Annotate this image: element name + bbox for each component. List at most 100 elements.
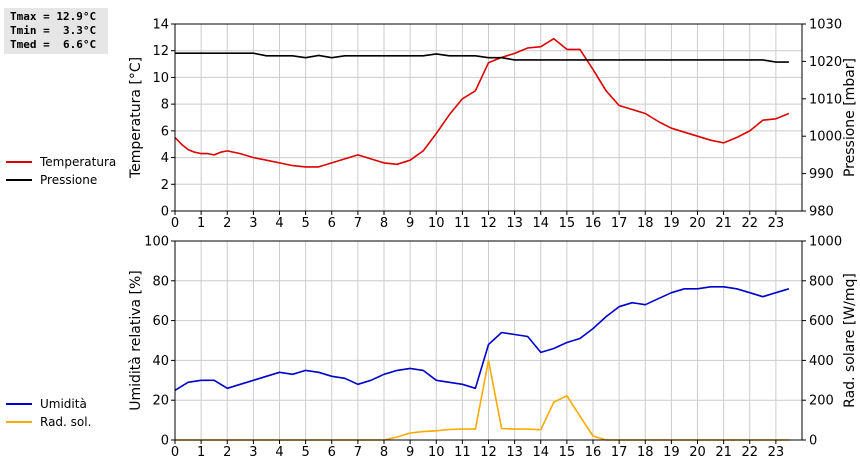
y-tick-label: 8 <box>161 98 169 113</box>
legend-label-temperatura: Temperatura <box>40 155 117 169</box>
legend-label-pressione: Pressione <box>40 173 98 187</box>
x-tick-label: 15 <box>559 216 576 231</box>
x-tick-label: 2 <box>223 216 231 231</box>
x-tick-label: 1 <box>197 445 205 460</box>
x-tick-label: 3 <box>249 445 257 460</box>
x-tick-label: 21 <box>715 216 732 231</box>
x-tick-label: 13 <box>506 445 523 460</box>
y2-tick-label: 1010 <box>809 92 842 107</box>
y-tick-label: 100 <box>144 235 169 250</box>
y2-tick-label: 800 <box>809 274 834 289</box>
y2-tick-label: 600 <box>809 314 834 329</box>
y-tick-label: 4 <box>161 151 169 166</box>
x-tick-label: 12 <box>480 216 497 231</box>
x-tick-label: 0 <box>171 216 179 231</box>
x-tick-label: 16 <box>585 445 602 460</box>
x-tick-label: 17 <box>611 216 628 231</box>
tmax-label: Tmax = 12.9°C <box>10 10 97 23</box>
x-tick-label: 17 <box>611 445 628 460</box>
y-axis-label: Temperatura [°C] <box>128 57 144 179</box>
x-tick-label: 10 <box>428 216 445 231</box>
legend-bottom: Umidità Rad. sol. <box>6 395 91 431</box>
x-tick-label: 9 <box>406 445 414 460</box>
x-tick-label: 18 <box>637 445 654 460</box>
y2-tick-label: 1000 <box>809 235 842 250</box>
x-tick-label: 12 <box>480 445 497 460</box>
y-tick-label: 10 <box>152 71 169 86</box>
y2-tick-label: 990 <box>809 167 834 182</box>
x-tick-label: 7 <box>354 216 362 231</box>
x-tick-label: 8 <box>380 445 388 460</box>
x-tick-label: 2 <box>223 445 231 460</box>
y-tick-label: 0 <box>161 434 169 449</box>
series-line-pressione <box>175 52 789 63</box>
y2-tick-label: 200 <box>809 394 834 409</box>
y2-tick-label: 1000 <box>809 130 842 145</box>
x-tick-label: 15 <box>559 445 576 460</box>
x-tick-label: 4 <box>275 445 283 460</box>
legend-swatch-temperatura <box>6 161 32 163</box>
x-tick-label: 11 <box>454 216 471 231</box>
x-tick-label: 20 <box>689 216 706 231</box>
y-tick-label: 80 <box>152 274 169 289</box>
x-tick-label: 10 <box>428 445 445 460</box>
x-tick-label: 23 <box>768 216 785 231</box>
tmin-label: Tmin = 3.3°C <box>10 24 97 37</box>
y2-tick-label: 400 <box>809 354 834 369</box>
series-line-temperatura <box>174 37 790 168</box>
x-tick-label: 16 <box>585 216 602 231</box>
x-tick-label: 5 <box>301 445 309 460</box>
y-tick-label: 12 <box>152 44 169 59</box>
chart-0: 0 1 2 3 4 5 6 7 8 9 10 11 12 13 14 15 16 17 18 19 20 21 22 2302… <box>128 18 858 232</box>
x-tick-label: 13 <box>506 216 523 231</box>
x-tick-label: 9 <box>406 216 414 231</box>
chart-1: 0 1 2 3 4 5 6 7 8 9 10 11 12 13 14 15 16 17 18 19 20 21 22 2302… <box>128 235 858 460</box>
x-tick-label: 3 <box>249 216 257 231</box>
x-tick-label: 1 <box>197 216 205 231</box>
x-tick-label: 6 <box>328 216 336 231</box>
legend-item-rad-sol: Rad. sol. <box>6 413 91 431</box>
x-tick-label: 22 <box>741 445 758 460</box>
x-tick-label: 11 <box>454 445 471 460</box>
legend-item-pressione: Pressione <box>6 171 116 189</box>
tmed-label: Tmed = 6.6°C <box>10 38 97 51</box>
y-tick-label: 6 <box>161 124 169 139</box>
x-tick-label: 20 <box>689 445 706 460</box>
y-tick-label: 14 <box>152 18 169 33</box>
legend-label-rad-sol: Rad. sol. <box>40 415 92 429</box>
x-tick-label: 14 <box>532 216 549 231</box>
y-tick-label: 0 <box>161 205 169 220</box>
legend-swatch-rad-sol <box>6 421 32 423</box>
y2-tick-label: 1020 <box>809 55 842 70</box>
y2-tick-label: 1030 <box>809 18 842 33</box>
legend-label-umidita: Umidità <box>40 397 87 411</box>
y2-axis-label: Rad. solare [W/mq] <box>842 273 858 408</box>
y-tick-label: 60 <box>152 314 169 329</box>
y-tick-label: 40 <box>152 354 169 369</box>
x-tick-label: 6 <box>328 445 336 460</box>
x-tick-label: 4 <box>275 216 283 231</box>
x-tick-label: 21 <box>715 445 732 460</box>
y2-tick-label: 980 <box>809 205 834 220</box>
legend-item-temperatura: Temperatura <box>6 153 116 171</box>
legend-swatch-umidita <box>6 403 32 405</box>
y-axis-label: Umidità relativa [%] <box>128 270 144 411</box>
x-tick-label: 0 <box>171 445 179 460</box>
y-tick-label: 20 <box>152 394 169 409</box>
x-tick-label: 7 <box>354 445 362 460</box>
x-tick-label: 22 <box>741 216 758 231</box>
series-line-umidit <box>174 285 790 391</box>
x-tick-label: 18 <box>637 216 654 231</box>
y2-axis-label: Pressione [mbar] <box>842 58 858 177</box>
x-tick-label: 19 <box>663 216 680 231</box>
x-tick-label: 14 <box>532 445 549 460</box>
legend-item-umidita: Umidità <box>6 395 91 413</box>
y2-tick-label: 0 <box>809 434 817 449</box>
y-tick-label: 2 <box>161 178 169 193</box>
legend-swatch-pressione <box>6 179 32 181</box>
x-tick-label: 8 <box>380 216 388 231</box>
x-tick-label: 23 <box>768 445 785 460</box>
legend-top: Temperatura Pressione <box>6 153 116 189</box>
x-tick-label: 5 <box>301 216 309 231</box>
